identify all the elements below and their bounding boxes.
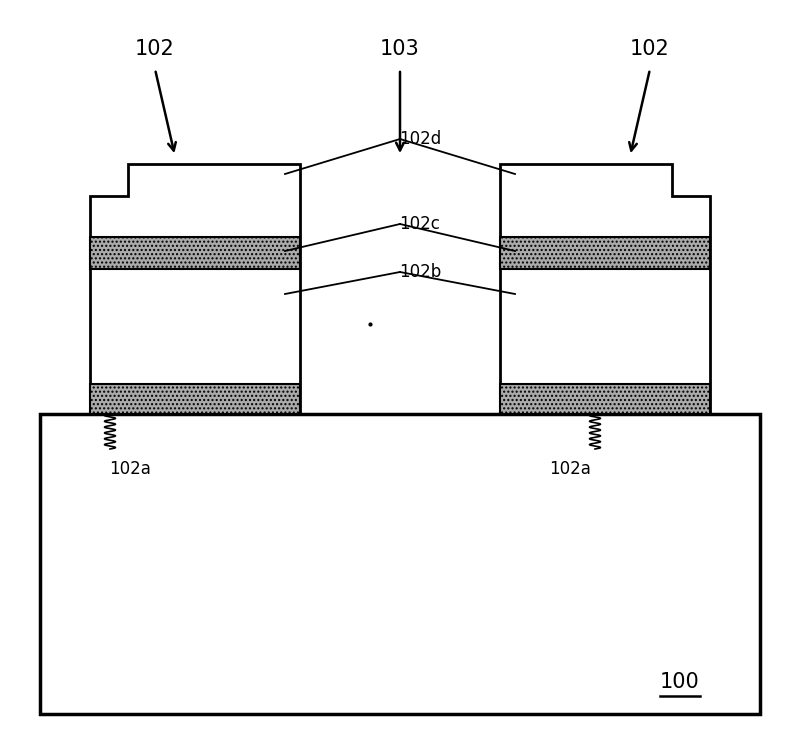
Bar — [500, 384, 710, 414]
Polygon shape — [500, 164, 710, 414]
Bar — [40, 414, 760, 714]
Bar — [500, 237, 710, 269]
Bar — [90, 237, 300, 269]
Text: 102: 102 — [135, 39, 175, 59]
Text: 102d: 102d — [399, 130, 441, 148]
Text: 100: 100 — [660, 672, 700, 692]
Text: 102c: 102c — [399, 215, 441, 233]
Text: 103: 103 — [380, 39, 420, 59]
Text: 102a: 102a — [549, 460, 591, 478]
Text: 102b: 102b — [399, 263, 441, 281]
Bar — [90, 384, 300, 414]
Polygon shape — [90, 164, 300, 414]
Text: 102a: 102a — [109, 460, 151, 478]
Text: 102: 102 — [630, 39, 670, 59]
